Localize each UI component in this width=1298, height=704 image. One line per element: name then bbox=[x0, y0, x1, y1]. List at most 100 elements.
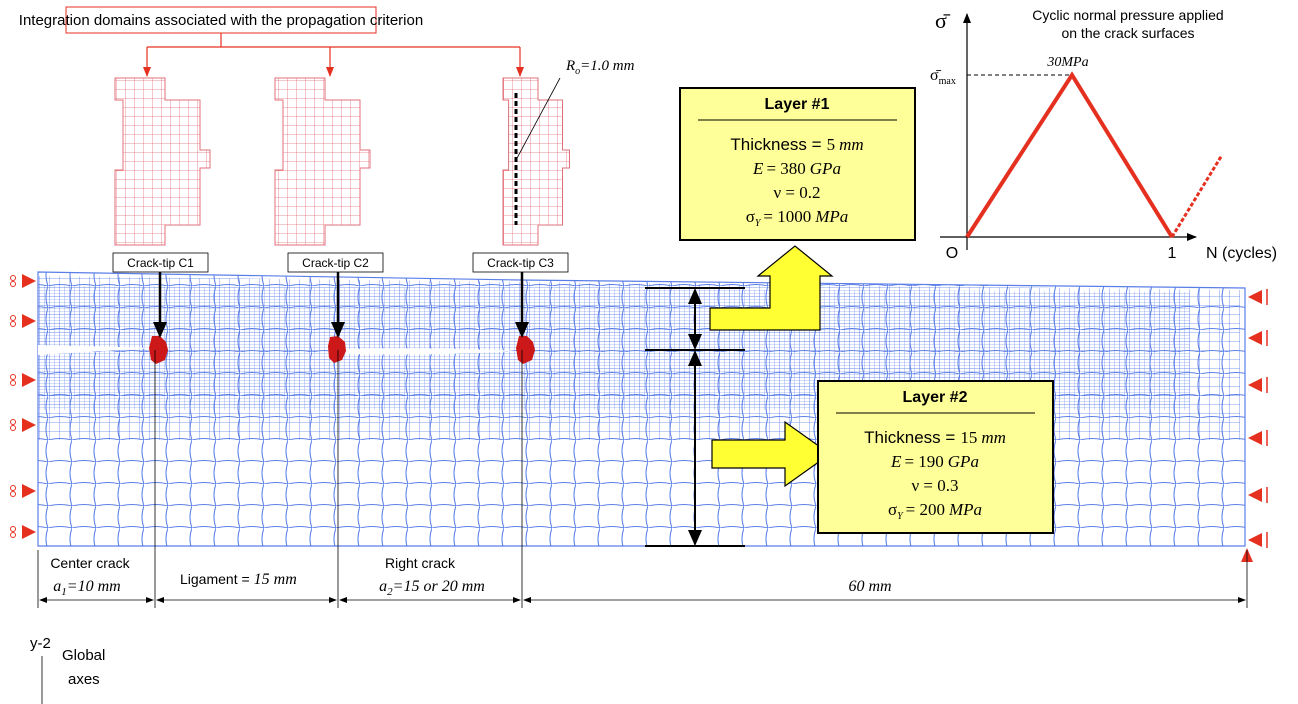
crack-tip-label: Crack-tip C2 bbox=[302, 256, 369, 270]
roller bbox=[10, 374, 16, 380]
crack-tip-box bbox=[472, 252, 569, 273]
mesh bbox=[37, 271, 1246, 547]
axes-caption: Global axes bbox=[62, 647, 105, 688]
support-right bbox=[1248, 431, 1262, 445]
roller bbox=[10, 526, 16, 532]
crack-tip-box bbox=[287, 252, 384, 273]
right-caption: Right crack bbox=[385, 555, 456, 571]
roller bbox=[10, 315, 16, 321]
thickness-unit: mm bbox=[839, 135, 864, 154]
modulus-value: = 380 bbox=[766, 159, 805, 178]
crack-tip-labels: Crack-tip C1 Crack-tip C2 Crack-tip C3 bbox=[112, 252, 569, 338]
tspan-shape: Global bbox=[62, 647, 105, 664]
layer2-arrow bbox=[711, 420, 832, 488]
graph-title: Cyclic normal pressure applied on the cra… bbox=[1032, 7, 1223, 41]
crack-tip-label: Crack-tip C1 bbox=[127, 256, 194, 270]
tspan-shape: σ̄ bbox=[930, 67, 942, 84]
roller bbox=[10, 485, 16, 491]
graph-y-symbol: σ̄ bbox=[935, 8, 951, 33]
support-right bbox=[1248, 533, 1262, 547]
tspan-shape: o bbox=[575, 66, 580, 77]
yield-subscript: Y bbox=[755, 218, 762, 229]
yield-unit: MPa bbox=[814, 207, 848, 226]
crack-tips bbox=[149, 336, 535, 364]
thickness-value: 15 bbox=[960, 428, 977, 447]
thickness-markers bbox=[645, 287, 745, 547]
layer-modulus: E = 190 GPa bbox=[890, 452, 979, 471]
right-value: a2=15 or 20 mm bbox=[379, 578, 485, 598]
layer-thickness: Thickness = 5 mm bbox=[730, 135, 863, 154]
tspan-shape: Ligament = bbox=[180, 571, 250, 587]
path-shape bbox=[516, 336, 535, 364]
support-left bbox=[22, 373, 36, 387]
support-left bbox=[22, 418, 36, 432]
load-graph bbox=[940, 13, 1224, 250]
domain-mesh bbox=[502, 77, 570, 246]
layer-title: Layer #1 bbox=[765, 96, 830, 113]
support-left bbox=[22, 314, 36, 328]
support-right bbox=[1248, 488, 1262, 502]
yield-value: = 200 bbox=[906, 500, 945, 519]
tspan-shape: on the crack surfaces bbox=[1061, 25, 1194, 41]
thickness-label: Thickness = bbox=[730, 135, 821, 154]
header-title: Integration domains associated with the … bbox=[19, 12, 423, 29]
yield-symbol: σ bbox=[888, 500, 897, 519]
roller bbox=[10, 491, 16, 497]
layer1-arrow bbox=[709, 245, 834, 331]
roller bbox=[10, 275, 16, 281]
tspan-shape: 15 mm bbox=[254, 571, 297, 588]
tspan-shape: 2 bbox=[387, 586, 393, 598]
layer-box bbox=[817, 380, 1054, 534]
layer-modulus: E = 380 GPa bbox=[752, 159, 841, 178]
tspan-shape: a bbox=[379, 578, 387, 595]
tspan-shape: =15 or 20 mm bbox=[393, 578, 485, 595]
tspan-shape: =1.0 mm bbox=[580, 58, 634, 74]
graph-origin: O bbox=[946, 245, 958, 262]
yield-value: = 1000 bbox=[763, 207, 811, 226]
roller bbox=[10, 419, 16, 425]
yield-symbol: σ bbox=[746, 207, 755, 226]
modulus-value: = 190 bbox=[904, 452, 943, 471]
line-shape bbox=[1170, 154, 1224, 238]
path-shape bbox=[38, 286, 1190, 410]
modulus-symbol: E bbox=[890, 452, 902, 471]
path-shape bbox=[149, 336, 168, 364]
axes-label: y-2 bbox=[30, 635, 51, 652]
center-caption: Center crack bbox=[50, 555, 130, 571]
tspan-shape: =10 mm bbox=[67, 578, 121, 595]
layer-box bbox=[679, 87, 916, 241]
crack-tip-label: Crack-tip C3 bbox=[487, 256, 554, 270]
layer-title: Layer #2 bbox=[903, 389, 968, 406]
path-shape bbox=[38, 345, 155, 355]
thickness-value: 5 bbox=[827, 135, 836, 154]
graph-x-label: N (cycles) bbox=[1206, 245, 1277, 262]
thickness-unit: mm bbox=[981, 428, 1006, 447]
tspan-shape: 1 bbox=[61, 586, 67, 598]
radius-leader bbox=[515, 77, 561, 161]
yield-unit: MPa bbox=[948, 500, 982, 519]
modulus-unit: GPa bbox=[810, 159, 841, 178]
remaining-value: 60 mm bbox=[848, 578, 891, 595]
domain-mesh bbox=[274, 77, 371, 246]
path-shape bbox=[328, 336, 346, 363]
tspan-shape: max bbox=[939, 76, 956, 87]
layer-poisson: ν = 0.3 bbox=[911, 476, 958, 495]
modulus-unit: GPa bbox=[948, 452, 979, 471]
tspan-shape: a bbox=[53, 578, 61, 595]
tspan-shape: axes bbox=[68, 671, 100, 688]
roller bbox=[10, 425, 16, 431]
header-arrows bbox=[143, 33, 524, 77]
integration-domains bbox=[114, 77, 570, 246]
roller bbox=[10, 380, 16, 386]
support-left bbox=[22, 484, 36, 498]
layer-yield: σY = 200 MPa bbox=[888, 500, 982, 522]
roller bbox=[10, 281, 16, 287]
layer-poisson: ν = 0.2 bbox=[773, 183, 820, 202]
ligament-value: Ligament = 15 mm bbox=[180, 571, 297, 588]
support-right bbox=[1248, 290, 1262, 304]
domain-mesh bbox=[114, 77, 211, 246]
tspan-shape: R bbox=[565, 58, 575, 74]
boundary-conditions bbox=[10, 274, 1268, 562]
